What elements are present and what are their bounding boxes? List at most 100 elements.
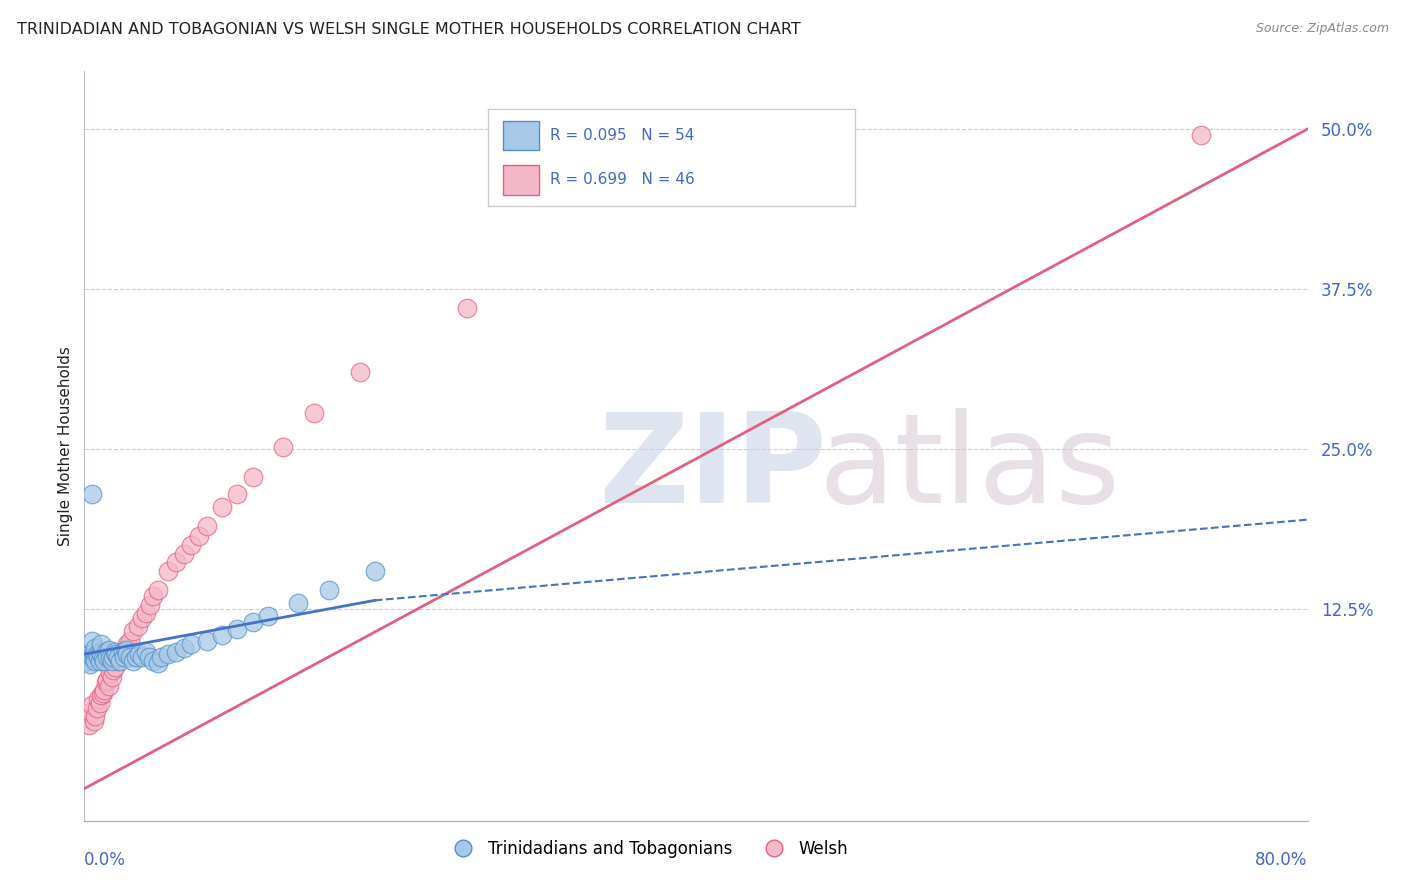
Point (87, 649, 110, 664)
Point (271, 440, 294, 454)
Point (86, 701, 108, 715)
Point (96, 649, 118, 664)
Point (84, 640, 107, 655)
Point (114, 643, 136, 657)
Point (101, 670, 124, 684)
Point (89, 644, 111, 658)
Point (97, 679, 120, 693)
Point (104, 644, 127, 658)
Point (146, 583, 169, 598)
Point (103, 663, 125, 677)
Point (108, 649, 131, 664)
Point (195, 519, 218, 533)
Point (195, 634, 218, 648)
Point (101, 654, 124, 668)
Point (111, 644, 134, 658)
Point (318, 583, 340, 598)
Point (128, 647, 150, 661)
Point (138, 649, 160, 664)
Point (149, 649, 172, 664)
Point (157, 564, 180, 578)
Point (114, 640, 136, 655)
Point (83, 651, 105, 665)
Point (242, 615, 264, 629)
Point (115, 637, 138, 651)
Point (91, 651, 114, 665)
Point (77, 717, 100, 731)
Point (107, 654, 129, 668)
Text: 80.0%: 80.0% (1256, 851, 1308, 869)
Point (79, 657, 101, 672)
Point (80, 698, 103, 713)
Point (93, 683, 115, 698)
Point (242, 470, 264, 484)
Point (165, 644, 187, 658)
Point (115, 647, 138, 661)
Point (112, 649, 135, 664)
Point (349, 365, 371, 379)
Point (90, 647, 112, 661)
Point (98, 666, 121, 681)
Point (131, 649, 153, 664)
Text: 0.0%: 0.0% (84, 851, 127, 869)
Point (83, 714, 105, 728)
Point (135, 644, 157, 658)
Point (142, 654, 165, 668)
Point (127, 619, 149, 633)
Point (131, 611, 153, 625)
Point (108, 654, 131, 668)
Legend: Trinidadians and Tobagonians, Welsh: Trinidadians and Tobagonians, Welsh (439, 833, 855, 864)
Point (84, 654, 107, 668)
Point (84, 708, 107, 723)
Point (142, 590, 165, 604)
Point (173, 640, 195, 655)
Point (94, 675, 117, 690)
Point (188, 529, 211, 543)
Point (77, 647, 100, 661)
Point (107, 649, 129, 664)
Point (79, 705, 101, 719)
Point (89, 696, 111, 710)
Point (111, 647, 134, 661)
Point (122, 654, 145, 668)
Point (90, 637, 112, 651)
Point (80, 649, 103, 664)
Text: Source: ZipAtlas.com: Source: ZipAtlas.com (1256, 22, 1389, 36)
Point (120, 649, 142, 664)
Point (80, 487, 103, 501)
Point (1189, 128, 1212, 143)
Point (157, 647, 180, 661)
Point (125, 649, 148, 664)
Point (96, 673, 118, 687)
Point (456, 301, 478, 316)
Point (83, 644, 105, 658)
Point (76, 654, 98, 668)
Point (173, 547, 195, 561)
Point (211, 628, 233, 642)
Point (80, 634, 103, 648)
Point (90, 688, 112, 702)
Point (89, 654, 111, 668)
Point (180, 637, 202, 651)
Point (103, 649, 125, 664)
Point (91, 685, 114, 699)
Point (257, 608, 280, 623)
Point (98, 651, 121, 665)
Point (105, 647, 128, 661)
Point (94, 644, 117, 658)
Text: ZIP: ZIP (598, 408, 827, 529)
Point (139, 599, 162, 613)
Point (211, 500, 233, 514)
Point (146, 656, 169, 670)
Text: atlas: atlas (818, 408, 1121, 529)
Point (165, 555, 187, 569)
Point (122, 624, 145, 638)
Point (302, 406, 325, 420)
Point (226, 622, 249, 636)
Point (87, 692, 110, 706)
Point (97, 643, 120, 657)
Point (180, 538, 202, 552)
Point (76, 711, 98, 725)
Point (93, 654, 115, 668)
Point (135, 606, 157, 620)
